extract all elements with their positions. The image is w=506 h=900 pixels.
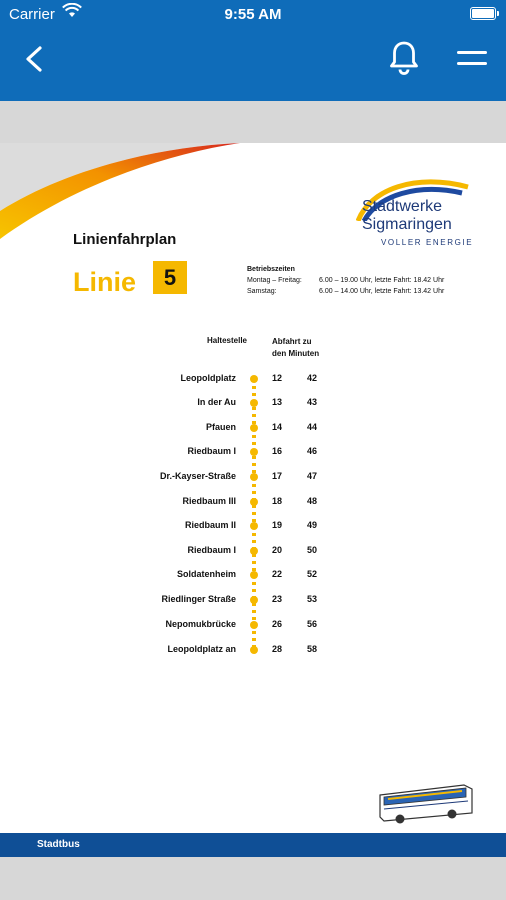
viewer-background-top [0,101,506,143]
stop-name: In der Au [197,397,236,407]
departure-minute: 53 [307,594,318,604]
stop-name: Riedlinger Straße [161,594,236,604]
departure-minute: 52 [307,569,318,579]
departure-minute: 13 [272,397,283,407]
departure-minute: 44 [307,422,318,432]
clock: 9:55 AM [224,6,282,23]
column-header-stop: Haltestelle [206,336,247,345]
stop-name: Dr.-Kayser-Straße [159,471,236,481]
stop-name: Riedbaum I [187,545,236,555]
departure-minute: 28 [272,644,283,654]
departure-minute: 12 [272,373,283,383]
departure-minute: 19 [272,520,283,530]
stop-row: Dr.-Kayser-Straße 17 47 [0,470,506,484]
plan-title: Linienfahrplan [73,231,177,248]
stop-marker [250,424,258,432]
stop-marker [250,522,258,530]
departure-minute: 22 [272,569,283,579]
stop-marker [250,473,258,481]
stop-row: In der Au 13 43 [0,396,506,410]
stop-marker [250,571,258,579]
stop-row: Riedbaum II 19 49 [0,519,506,533]
departure-minute: 16 [272,446,283,456]
stop-row: Leopoldplatz 12 42 [0,372,506,386]
hamburger-menu-icon [457,51,487,65]
brand-name-line1: Stadtwerke [362,198,443,215]
line-number-badge: 5 [153,261,187,294]
operating-hours-times: 6.00 – 14.00 Uhr, letzte Fahrt: 13.42 Uh… [319,288,445,295]
stop-name: Soldatenheim [176,569,236,579]
menu-button[interactable] [456,46,488,72]
stop-name: Nepomukbrücke [165,619,236,629]
footer-label: Stadtbus [37,839,80,850]
departure-minute: 50 [307,545,318,555]
departure-minute: 14 [272,422,283,432]
battery-icon [470,7,499,20]
operating-hours-days: Montag – Freitag: [247,277,302,284]
stadtwerke-logo-arc [356,179,469,221]
stop-name: Riedbaum III [182,496,236,506]
stop-name: Leopoldplatz an [167,644,237,654]
back-button[interactable] [20,42,50,76]
bus-illustration [379,784,473,824]
stop-marker [250,596,258,604]
column-header-departure: Abfahrt zu den Minuten [272,336,319,360]
stop-row: Leopoldplatz an 28 58 [0,643,506,657]
stop-marker [250,399,258,407]
brand-tagline: VOLLER ENERGIE [381,238,474,247]
stop-name: Pfauen [205,422,236,432]
departure-minute: 23 [272,594,283,604]
stop-row: Nepomukbrücke 26 56 [0,618,506,632]
notifications-button[interactable] [388,40,420,76]
column-header-departure-line2: den Minuten [272,349,320,358]
departure-minute: 49 [307,520,318,530]
departure-minute: 46 [307,446,318,456]
operating-hours-days: Samstag: [247,288,277,295]
departure-minute: 56 [307,619,318,629]
stop-name: Leopoldplatz [180,373,237,383]
stop-row: Pfauen 14 44 [0,421,506,435]
app-header: Carrier 9:55 AM [0,0,506,101]
departure-minute: 58 [307,644,318,654]
bell-icon [390,41,418,75]
status-bar: Carrier 9:55 AM [0,0,506,28]
stop-marker [250,448,258,456]
departure-minute: 17 [272,471,283,481]
route-line [252,379,256,651]
stop-marker [250,646,258,654]
carrier-label: Carrier [9,6,55,23]
stop-marker [250,547,258,555]
stop-marker [250,621,258,629]
departure-minute: 42 [307,373,318,383]
stop-row: Soldatenheim 22 52 [0,568,506,582]
stop-marker [250,375,258,383]
viewer-background-bottom [0,857,506,900]
wifi-icon [62,2,82,23]
timetable-document[interactable]: Stadtwerke Sigmaringen VOLLER ENERGIE Li… [0,143,506,833]
column-header-departure-line1: Abfahrt zu [272,337,312,346]
stop-row: Riedbaum III 18 48 [0,495,506,509]
document-footer-bar: Stadtbus [0,833,506,857]
departure-minute: 47 [307,471,318,481]
stop-name: Riedbaum II [184,520,236,530]
stop-name: Riedbaum I [187,446,236,456]
decorative-swoosh [0,143,240,239]
stop-row: Riedbaum I 20 50 [0,544,506,558]
stop-marker [250,498,258,506]
departure-minute: 43 [307,397,318,407]
operating-hours-times: 6.00 – 19.00 Uhr, letzte Fahrt: 18.42 Uh… [319,277,445,284]
chevron-left-icon [26,46,42,72]
line-label: Linie [73,267,137,297]
departure-minute: 20 [272,545,283,555]
operating-hours-title: Betriebszeiten [247,266,295,273]
departure-minute: 26 [272,619,283,629]
stop-row: Riedbaum I 16 46 [0,445,506,459]
departure-minute: 48 [307,496,318,506]
brand-name-line2: Sigmaringen [362,216,452,233]
stop-row: Riedlinger Straße 23 53 [0,593,506,607]
departure-minute: 18 [272,496,283,506]
